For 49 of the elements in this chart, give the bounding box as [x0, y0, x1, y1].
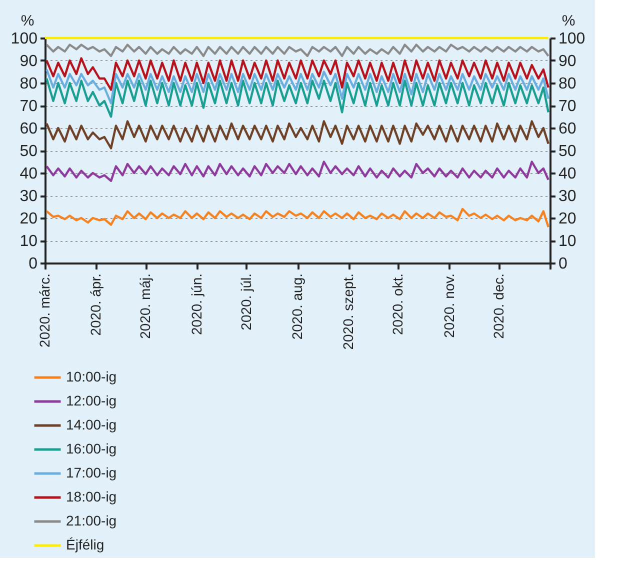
y2-axis-title: %	[562, 12, 576, 30]
legend-label: 14:00-ig	[66, 416, 117, 432]
y2-tick-label: 0	[558, 256, 568, 272]
y-axis-title: %	[20, 12, 34, 30]
y2-tick-label: 50	[558, 143, 576, 160]
y-tick-label: 80	[20, 76, 38, 92]
x-tick-label: 2020. dec.	[490, 274, 506, 339]
y2-tick-label: 70	[558, 98, 576, 115]
x-tick-label: 2020. okt.	[390, 274, 406, 335]
x-tick-label: 2020. nov.	[440, 274, 457, 338]
y2-tick-label: 40	[558, 166, 576, 182]
y2-tick-label: 60	[558, 120, 576, 138]
y-tick-label: 70	[20, 98, 38, 115]
y-tick-label: 0	[28, 256, 38, 272]
legend-label: 18:00-ig	[66, 488, 117, 504]
y-tick-label: 30	[20, 188, 38, 205]
y-tick-label: 100	[10, 30, 38, 48]
legend-label: 10:00-ig	[66, 368, 117, 384]
legend-label: 16:00-ig	[66, 440, 117, 456]
line-series	[46, 120, 550, 150]
line-series	[46, 44, 550, 58]
x-tick-label: 2020. aug.	[289, 274, 305, 340]
x-tick-label: 2020. márc.	[36, 274, 52, 348]
x-tick-label: 2020. szept.	[340, 274, 356, 350]
legend-label: 12:00-ig	[66, 392, 117, 408]
y-tick-label: 90	[20, 53, 38, 70]
x-tick-label: 2020. máj.	[137, 274, 154, 339]
y2-tick-label: 100	[558, 30, 586, 48]
y2-tick-label: 20	[558, 210, 576, 228]
y-tick-label: 20	[20, 210, 38, 228]
x-tick-label: 2020. jún.	[188, 274, 204, 335]
legend-label: 21:00-ig	[66, 512, 117, 528]
line-series	[46, 208, 550, 228]
line-series	[46, 68, 550, 104]
y-tick-label: 60	[20, 120, 38, 138]
y2-tick-label: 80	[558, 76, 576, 92]
y2-tick-label: 10	[558, 233, 576, 250]
line-series	[46, 77, 550, 118]
y-tick-label: 10	[20, 233, 38, 250]
x-tick-label: 2020. júl.	[238, 274, 254, 330]
y-tick-label: 40	[20, 166, 38, 182]
y2-tick-label: 30	[558, 188, 576, 205]
y2-tick-label: 90	[558, 53, 576, 70]
line-series	[46, 57, 550, 91]
line-series	[46, 160, 550, 182]
legend-label: Éjfélig	[66, 536, 104, 552]
x-tick-label: 2020. ápr.	[88, 274, 104, 336]
legend-label: 17:00-ig	[66, 464, 117, 480]
y-tick-label: 50	[20, 143, 38, 160]
